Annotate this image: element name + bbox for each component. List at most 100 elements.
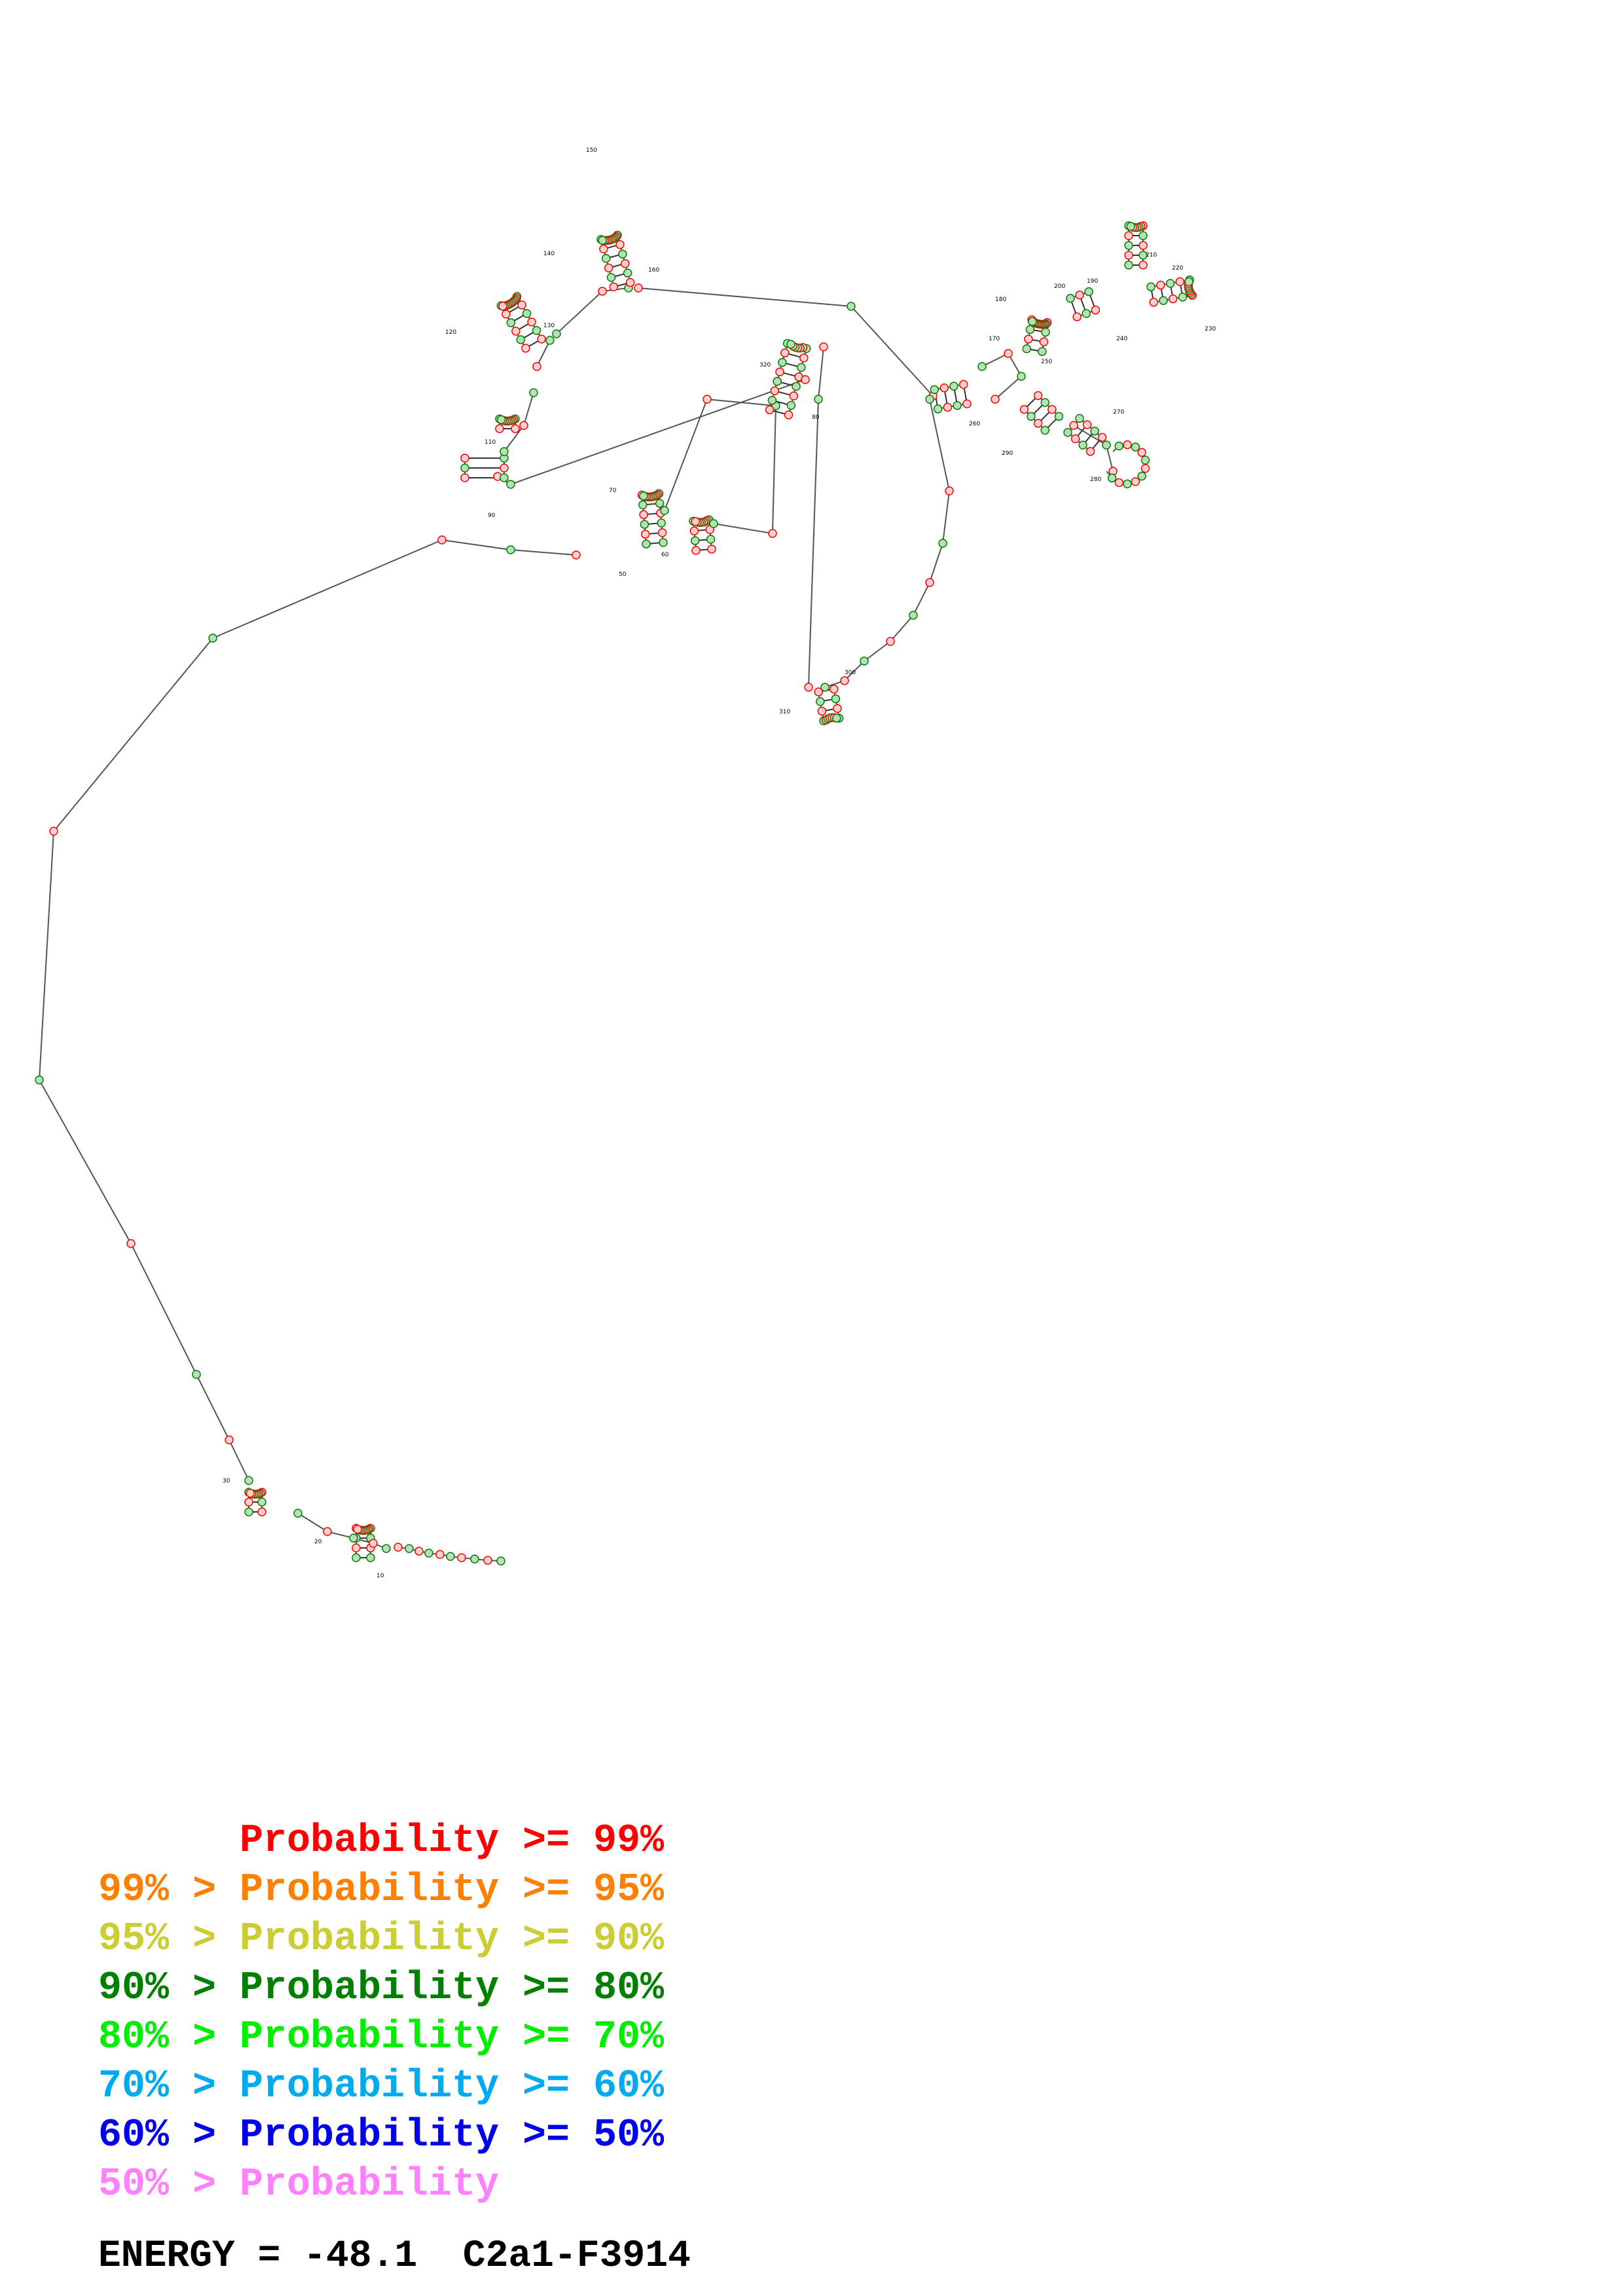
nucleotide-number: 260	[969, 421, 980, 427]
nucleotide-base	[640, 529, 650, 539]
nucleotide-base	[1082, 420, 1092, 429]
nucleotide-base	[545, 336, 555, 345]
nucleotide-base	[1040, 398, 1049, 407]
nucleotide-base	[1123, 440, 1132, 450]
nucleotide-base	[933, 404, 943, 414]
nucleotide-base	[192, 1370, 201, 1379]
nucleotide-base	[1075, 414, 1084, 423]
nucleotide-base	[500, 447, 509, 456]
nucleotide-base	[1028, 317, 1037, 327]
label-tick	[1054, 288, 1057, 301]
nucleotide-base	[604, 263, 613, 273]
nucleotide-number: 150	[586, 147, 597, 154]
nucleotide-base	[496, 415, 506, 424]
nucleotide-base	[1004, 349, 1013, 358]
nucleotide-base	[1126, 222, 1135, 231]
nucleotide-base	[1107, 473, 1117, 483]
nucleotide-base	[801, 375, 810, 384]
nucleotide-base	[1040, 425, 1049, 435]
nucleotide-base	[768, 529, 777, 538]
nucleotide-base	[532, 362, 541, 371]
nucleotide-base	[1124, 251, 1133, 260]
nucleotide-base	[1159, 296, 1168, 305]
nucleotide-base	[909, 611, 918, 620]
nucleotide-base	[446, 1552, 455, 1561]
nucleotide-base	[1025, 325, 1035, 334]
nucleotide-base	[1054, 412, 1064, 421]
nucleotide-base	[1156, 280, 1165, 290]
nucleotide-base	[519, 421, 528, 430]
nucleotide-base	[369, 1539, 378, 1548]
nucleotide-number-labels: 10 20 30 50 60 70 80 320 90 110 120 130 140 150 160 300…	[223, 147, 1216, 1579]
nucleotide-base	[1139, 260, 1148, 270]
label-tick	[1028, 363, 1041, 367]
nucleotide-base	[246, 1488, 255, 1498]
nucleotide-base	[598, 236, 608, 245]
backbone-segment	[864, 641, 891, 662]
nucleotide-base	[293, 1509, 302, 1518]
nucleotide-base	[1097, 433, 1107, 442]
nucleotide-base	[642, 539, 651, 548]
nucleotide-number: 220	[1172, 265, 1183, 272]
nucleotide-base	[257, 1507, 266, 1516]
nucleotide-base	[639, 510, 648, 520]
nucleotide-base	[925, 578, 934, 587]
nucleotide-base	[773, 376, 782, 386]
nucleotide-base	[599, 244, 608, 254]
nucleotide-base	[832, 713, 841, 723]
nucleotide-base	[1137, 471, 1146, 481]
nucleotide-number: 170	[989, 336, 1000, 342]
backbone-segment	[890, 615, 914, 642]
backbone-segment	[212, 539, 443, 639]
nucleotide-base	[366, 1553, 375, 1562]
nucleotide-base	[840, 676, 849, 685]
nucleotide-base	[860, 656, 869, 666]
legend-item: 60% > Probability >= 50%	[98, 2113, 665, 2158]
nucleotide-base	[949, 382, 958, 391]
nucleotide-base	[767, 395, 777, 405]
nucleotide-base	[660, 506, 669, 515]
nucleotide-base	[606, 273, 616, 282]
nucleotide-base	[460, 454, 469, 463]
backbone-segment	[994, 376, 1022, 400]
nucleotide-base	[225, 1435, 234, 1444]
nucleotide-base	[786, 401, 796, 410]
nucleotide-base	[126, 1239, 136, 1248]
nucleotide-number: 230	[1205, 326, 1216, 332]
nucleotide-base	[352, 1553, 361, 1562]
nucleotide-base	[1075, 291, 1084, 300]
nucleotide-base	[775, 367, 784, 376]
nucleotide-base	[460, 473, 469, 482]
nucleotide-base	[1102, 440, 1111, 450]
nucleotide-base	[1070, 434, 1080, 444]
nucleotide-number: 110	[484, 439, 496, 446]
backbone-segment	[53, 637, 213, 832]
nucleotide-base	[437, 535, 447, 545]
nucleotide-base	[657, 528, 667, 537]
nucleotide-base	[1175, 277, 1184, 287]
nucleotide-base	[1041, 327, 1050, 337]
nucleotide-base	[709, 519, 718, 528]
nucleotide-base	[1069, 421, 1078, 430]
nucleotide-base	[1090, 426, 1099, 436]
backbone-segment	[39, 1079, 132, 1244]
nucleotide-base	[962, 399, 972, 408]
nucleotide-base	[1091, 306, 1101, 315]
label-tick	[795, 406, 812, 419]
nucleotide-base	[1072, 312, 1082, 321]
nucleotide-base	[639, 492, 648, 501]
nucleotide-base	[414, 1547, 424, 1556]
nucleotide-number: 320	[759, 362, 771, 368]
nucleotide-base	[460, 463, 469, 473]
nucleotide-base	[784, 410, 793, 420]
nucleotide-base	[1033, 391, 1043, 401]
base-pair-bonds	[249, 225, 1194, 1558]
nucleotide-base	[382, 1544, 391, 1553]
legend-item: 90% > Probability >= 80%	[98, 1966, 665, 2011]
nucleotide-base	[244, 1498, 253, 1507]
nucleotide-base	[1022, 344, 1031, 353]
nucleotide-base	[1038, 347, 1047, 356]
nucleotide-base	[943, 403, 953, 412]
nucleotide-base	[353, 1524, 362, 1534]
nucleotide-number: 250	[1041, 359, 1052, 365]
